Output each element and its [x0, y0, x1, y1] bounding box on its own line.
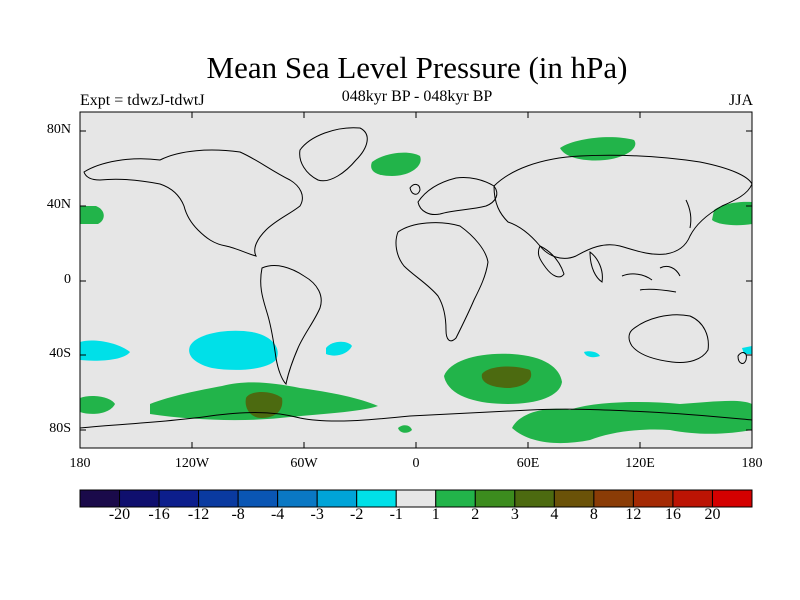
anomaly-region-pacific-west: [80, 206, 104, 224]
lon-label-0: 0: [412, 456, 420, 471]
colorbar-box: [395, 489, 437, 508]
colorbar-box: [672, 489, 713, 508]
colorbar-box: [237, 489, 279, 508]
anomaly-region-southern-ocean: [80, 396, 115, 414]
anomaly-region-pacific-east: [712, 201, 752, 226]
strong-positive-anomaly-regions: [245, 366, 532, 418]
colorbar-label: 16: [664, 506, 681, 523]
colorbar-label: 3: [510, 506, 519, 523]
colorbar-label: 8: [589, 506, 598, 523]
experiment-label: Expt = tdwzJ-tdwtJ: [80, 92, 205, 109]
colorbar-label: -3: [310, 506, 324, 523]
axis-ticks: [80, 112, 752, 448]
anomaly-region-southeast-pacific: [189, 330, 278, 370]
colorbar-label: 20: [704, 506, 721, 523]
colorbar-box: [198, 489, 239, 508]
coastline-greenland: [299, 127, 368, 182]
colorbar-label: 2: [471, 506, 480, 523]
anomaly-region-weddell: [398, 425, 412, 433]
colorbar: [79, 489, 753, 508]
colorbar-box: [119, 489, 160, 508]
map-title: Mean Sea Level Pressure (in hPa): [206, 50, 628, 85]
colorbar-box: [593, 489, 634, 508]
colorbar-label: -8: [231, 506, 245, 523]
colorbar-label: 1: [431, 506, 440, 523]
lon-label-60w: 60W: [290, 456, 318, 471]
colorbar-label: -12: [187, 506, 210, 523]
colorbar-box: [474, 489, 516, 508]
colorbar-box: [553, 489, 595, 508]
lon-label-60e: 60E: [516, 456, 540, 471]
colorbar-label: 4: [550, 506, 559, 523]
lon-label-180e: 180: [741, 456, 763, 471]
anomaly-region-south-atlantic-west: [326, 341, 352, 356]
coastline-new-zealand: [737, 352, 747, 364]
colorbar-box: [435, 489, 476, 508]
coastline-uk: [409, 183, 421, 195]
negative-anomaly-regions: [80, 330, 752, 370]
colorbar-box: [632, 489, 674, 508]
lat-label-0: 0: [64, 272, 71, 287]
anomaly-region-south-pacific-small: [742, 346, 752, 354]
coastline-north-america: [83, 149, 303, 257]
anomaly-region-barents: [560, 137, 636, 161]
coastline-arabia-india: [537, 245, 603, 283]
colorbar-label: 12: [625, 506, 642, 523]
coastline-australia: [628, 314, 709, 363]
lat-label-40n: 40N: [46, 197, 71, 212]
anomaly-core-bellingshausen: [245, 392, 283, 418]
colorbar-box: [277, 489, 318, 508]
coastline-africa: [395, 222, 489, 342]
coastline-europe: [417, 177, 498, 215]
lat-label-80s: 80S: [49, 421, 71, 436]
lon-label-120e: 120E: [625, 456, 655, 471]
anomaly-region-south-pacific-west: [80, 340, 130, 361]
anomaly-region-antarctic-indian: [512, 400, 752, 444]
period-label: 048kyr BP - 048kyr BP: [341, 88, 493, 105]
coastline-indonesia: [621, 265, 681, 293]
colorbar-label: -4: [270, 506, 285, 523]
coastline-south-america: [260, 265, 322, 386]
colorbar-label: -2: [350, 506, 364, 523]
colorbar-label: -1: [389, 506, 403, 523]
coastline-japan: [685, 199, 692, 229]
colorbar-label: -16: [148, 506, 170, 523]
colorbar-box: [711, 489, 753, 508]
lon-label-120w: 120W: [174, 456, 210, 471]
positive-anomaly-regions: [80, 137, 752, 444]
anomaly-region-indian: [584, 351, 600, 358]
lat-label-80n: 80N: [46, 122, 71, 137]
season-label: JJA: [728, 92, 753, 109]
colorbar-box: [158, 489, 200, 508]
colorbar-box: [316, 489, 358, 508]
colorbar-box: [356, 489, 397, 508]
lon-label-180w: 180: [69, 456, 91, 471]
colorbar-label: -20: [108, 506, 131, 523]
colorbar-box: [514, 489, 555, 508]
anomaly-region-greenland-sea: [371, 152, 421, 176]
coastline-antarctica: [79, 408, 753, 429]
coastlines: [79, 127, 753, 429]
anomaly-core-south-atlantic: [481, 366, 532, 388]
lat-label-40s: 40S: [49, 346, 71, 361]
colorbar-box: [79, 489, 121, 508]
